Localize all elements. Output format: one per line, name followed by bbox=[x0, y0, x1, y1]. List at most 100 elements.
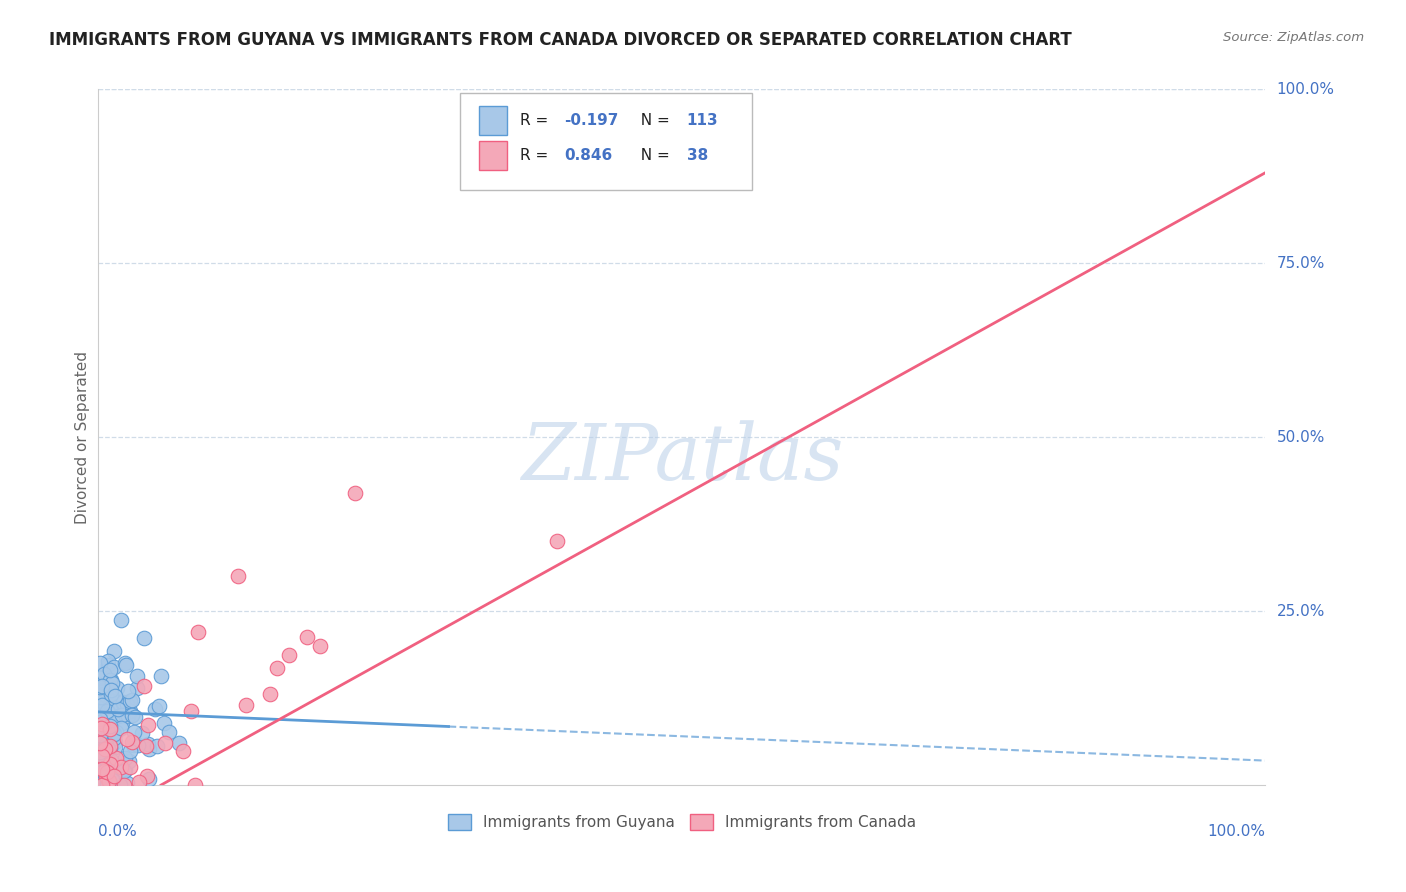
Point bbox=[90, 748, 112, 763]
Point bbox=[97, 654, 120, 668]
Point bbox=[94, 698, 117, 712]
Point bbox=[121, 708, 143, 723]
Point bbox=[184, 778, 207, 792]
Point bbox=[112, 778, 135, 792]
Point bbox=[90, 721, 112, 735]
Point bbox=[101, 763, 124, 777]
Point bbox=[89, 680, 111, 694]
Point bbox=[94, 739, 117, 754]
Legend: Immigrants from Guyana, Immigrants from Canada: Immigrants from Guyana, Immigrants from … bbox=[441, 808, 922, 837]
Point bbox=[143, 702, 166, 716]
Point bbox=[94, 726, 117, 740]
Point bbox=[114, 657, 136, 672]
Point bbox=[112, 696, 135, 710]
Point bbox=[118, 744, 141, 758]
Point bbox=[135, 739, 157, 754]
Point bbox=[96, 762, 118, 776]
Point bbox=[100, 673, 122, 687]
Text: N =: N = bbox=[630, 113, 675, 128]
Point bbox=[259, 687, 281, 701]
Point bbox=[117, 708, 139, 723]
Point bbox=[138, 741, 160, 756]
Point bbox=[90, 723, 112, 737]
Text: 38: 38 bbox=[686, 148, 707, 163]
Point bbox=[153, 736, 176, 750]
Point bbox=[127, 738, 149, 752]
Point bbox=[89, 736, 111, 750]
Point bbox=[180, 704, 202, 718]
Point bbox=[111, 708, 134, 723]
Point bbox=[135, 769, 157, 783]
Point bbox=[98, 685, 121, 699]
Point bbox=[105, 724, 128, 739]
Point bbox=[97, 729, 120, 743]
Point bbox=[98, 740, 121, 755]
Point bbox=[110, 721, 132, 735]
Point bbox=[93, 666, 115, 681]
Point bbox=[146, 739, 169, 753]
Point bbox=[277, 648, 299, 662]
Text: 113: 113 bbox=[686, 113, 718, 128]
Point bbox=[90, 778, 112, 792]
Text: N =: N = bbox=[630, 148, 675, 163]
Point bbox=[167, 736, 190, 750]
Point bbox=[128, 774, 150, 789]
Point bbox=[90, 762, 112, 776]
Point bbox=[124, 710, 146, 724]
Point bbox=[94, 768, 117, 782]
Text: 100.0%: 100.0% bbox=[1208, 824, 1265, 838]
Point bbox=[103, 643, 125, 657]
Point bbox=[148, 699, 170, 714]
Point bbox=[100, 682, 122, 697]
Text: 0.0%: 0.0% bbox=[98, 824, 138, 838]
Point bbox=[100, 753, 122, 767]
Point bbox=[114, 657, 136, 671]
Point bbox=[228, 569, 250, 583]
Point bbox=[152, 716, 174, 731]
Point bbox=[127, 669, 149, 683]
Text: -0.197: -0.197 bbox=[564, 113, 619, 128]
Point bbox=[112, 764, 135, 778]
Point bbox=[97, 746, 120, 760]
Point bbox=[101, 702, 124, 716]
Point bbox=[98, 739, 121, 754]
Point bbox=[107, 702, 129, 716]
Point bbox=[136, 718, 159, 732]
Point bbox=[89, 712, 111, 726]
Point bbox=[108, 778, 131, 792]
Point bbox=[157, 725, 180, 739]
Text: ZIPatlas: ZIPatlas bbox=[520, 420, 844, 496]
Text: Source: ZipAtlas.com: Source: ZipAtlas.com bbox=[1223, 31, 1364, 45]
Text: R =: R = bbox=[520, 148, 553, 163]
Point bbox=[94, 741, 117, 756]
Point bbox=[96, 753, 118, 767]
Point bbox=[121, 738, 143, 752]
Point bbox=[115, 775, 138, 789]
FancyBboxPatch shape bbox=[460, 93, 752, 190]
Point bbox=[89, 736, 111, 750]
Point bbox=[89, 705, 111, 719]
Point bbox=[101, 676, 124, 690]
Point bbox=[118, 754, 141, 768]
Point bbox=[121, 692, 143, 706]
Point bbox=[115, 731, 138, 746]
Point bbox=[90, 778, 112, 792]
Point bbox=[89, 728, 111, 742]
Point bbox=[266, 660, 288, 674]
Text: R =: R = bbox=[520, 113, 553, 128]
Point bbox=[235, 698, 257, 713]
Point bbox=[104, 689, 127, 703]
Point bbox=[93, 764, 115, 779]
Point bbox=[91, 698, 114, 712]
Point bbox=[100, 778, 122, 792]
Point bbox=[101, 713, 124, 727]
Point bbox=[136, 737, 159, 751]
Point bbox=[93, 687, 115, 701]
Point bbox=[89, 671, 111, 685]
Point bbox=[93, 741, 115, 756]
Point bbox=[110, 759, 132, 773]
Point bbox=[98, 756, 121, 771]
Point bbox=[100, 698, 122, 712]
Point bbox=[91, 764, 114, 778]
FancyBboxPatch shape bbox=[479, 141, 508, 169]
